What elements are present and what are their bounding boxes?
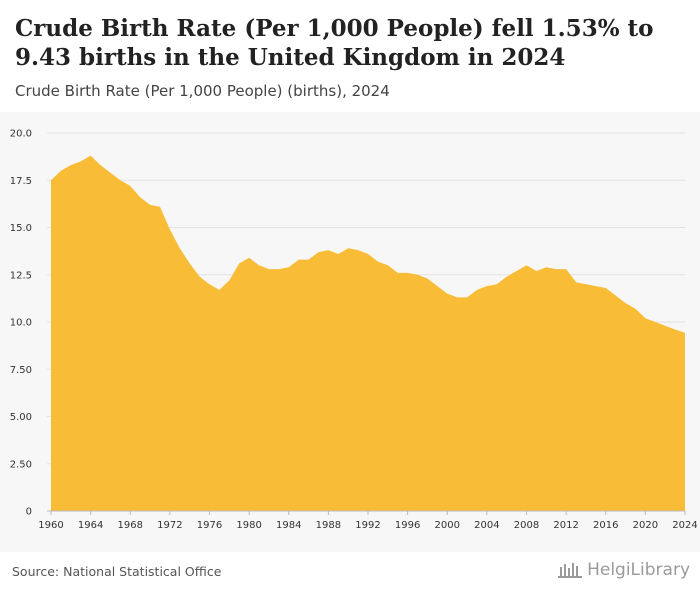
x-tick-label: 2000 [435, 520, 460, 531]
x-tick-label: 1960 [38, 520, 63, 531]
x-tick-label: 1984 [276, 520, 301, 531]
y-tick-label: 20.0 [10, 129, 32, 140]
birth-rate-area [51, 155, 685, 511]
y-tick-label: 5.00 [10, 412, 32, 423]
x-tick-label: 2024 [672, 520, 697, 531]
x-tick-label: 1972 [157, 520, 182, 531]
y-tick-label: 2.50 [10, 459, 32, 470]
y-tick-label: 17.5 [10, 176, 32, 187]
y-tick-label: 7.50 [10, 365, 32, 376]
brand-logo[interactable]: HelgiLibrary [557, 560, 690, 580]
x-tick-label: 1988 [316, 520, 341, 531]
x-tick-label: 2020 [633, 520, 658, 531]
chart-subtitle: Crude Birth Rate (Per 1,000 People) (bir… [15, 82, 390, 100]
axes: 0 2.50 5.00 7.50 10.0 12.5 15.0 17.5 20.0 1960 196… [10, 129, 698, 532]
x-tick-label: 1992 [355, 520, 380, 531]
data-series [51, 155, 685, 511]
x-tick-label: 1996 [395, 520, 420, 531]
y-tick-label: 0 [26, 507, 32, 518]
y-tick-label: 12.5 [10, 270, 32, 281]
x-tick-label: 2012 [553, 520, 578, 531]
y-tick-label: 10.0 [10, 318, 32, 329]
chart-title: Crude Birth Rate (Per 1,000 People) fell… [15, 15, 654, 71]
source-note: Source: National Statistical Office [12, 564, 222, 579]
x-tick-label: 1964 [78, 520, 103, 531]
x-tick-label: 2016 [593, 520, 618, 531]
library-icon [558, 563, 583, 578]
chart-footer: Source: National Statistical Office Helg… [0, 552, 700, 596]
chart-header: Crude Birth Rate (Per 1,000 People) fell… [0, 0, 700, 112]
x-tick-label: 2004 [474, 520, 499, 531]
x-tick-label: 1968 [118, 520, 143, 531]
x-tick-label: 1980 [236, 520, 261, 531]
brand-name: HelgiLibrary [587, 560, 690, 580]
x-tick-label: 1976 [197, 520, 222, 531]
area-chart: 0 2.50 5.00 7.50 10.0 12.5 15.0 17.5 20.0 1960 196… [10, 129, 698, 532]
x-tick-label: 2008 [514, 520, 539, 531]
y-tick-label: 15.0 [10, 223, 32, 234]
